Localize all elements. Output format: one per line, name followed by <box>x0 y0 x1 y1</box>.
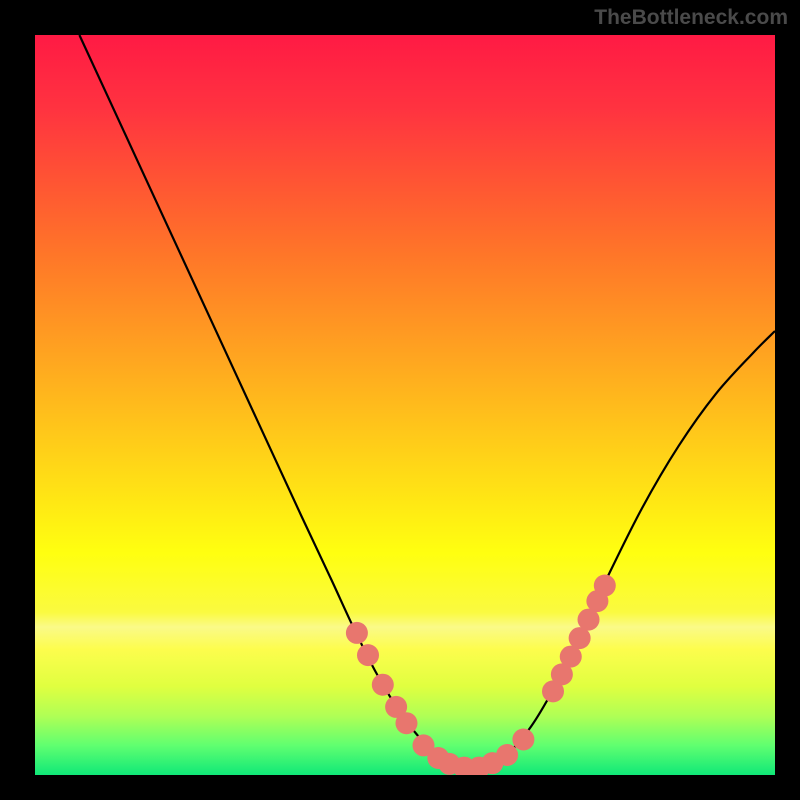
marker-point <box>496 744 518 766</box>
chart-plot-area <box>35 35 775 775</box>
marker-point <box>357 644 379 666</box>
marker-point <box>594 575 616 597</box>
marker-point <box>512 728 534 750</box>
marker-point <box>346 622 368 644</box>
gradient-background <box>35 35 775 775</box>
marker-point <box>372 674 394 696</box>
chart-svg <box>35 35 775 775</box>
watermark-text: TheBottleneck.com <box>594 6 788 30</box>
marker-point <box>395 712 417 734</box>
